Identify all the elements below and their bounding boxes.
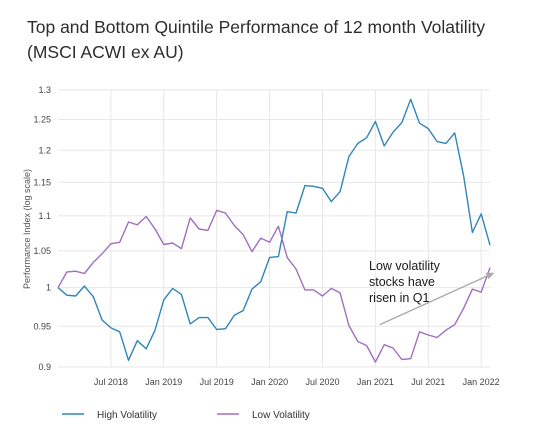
x-tick-label: Jan 2022 [463, 377, 500, 387]
chart-title-line-2: (MSCI ACWI ex AU) [27, 42, 184, 62]
y-tick-label: 0.9 [38, 362, 51, 372]
legend-label-low-volatility: Low Volatility [252, 410, 310, 421]
x-tick-label: Jul 2021 [411, 377, 445, 387]
gridlines [58, 89, 490, 368]
annotation-arrow-head [485, 272, 495, 280]
x-tick-label: Jul 2019 [200, 377, 234, 387]
x-axis-ticks: Jul 2018 Jan 2019 Jul 2019 Jan 2020 Jul 2020… [94, 377, 500, 387]
series-line-low-volatility [57, 209, 491, 363]
y-tick-label: 1.25 [33, 115, 51, 125]
y-axis-label: Performance Index (log scale) [22, 169, 32, 289]
y-tick-label: 0.95 [33, 321, 51, 331]
series-line-high-volatility [57, 98, 491, 361]
chart-title-line-1: Top and Bottom Quintile Performance of 1… [27, 17, 486, 37]
x-tick-label: Jul 2018 [94, 377, 128, 387]
y-tick-label: 1.3 [38, 85, 51, 95]
x-tick-label: Jan 2020 [251, 377, 288, 387]
x-tick-label: Jan 2019 [145, 377, 182, 387]
legend-label-high-volatility: High Volatility [97, 410, 157, 421]
annotation-line-1: Low volatility [369, 259, 441, 273]
y-tick-label: 1.15 [33, 177, 51, 187]
annotation-line-3: risen in Q1 [369, 291, 429, 305]
series-lines [57, 98, 491, 363]
annotation-arrow [379, 275, 488, 326]
y-tick-label: 1 [46, 283, 51, 293]
y-tick-label: 1.05 [33, 246, 51, 256]
x-tick-label: Jan 2021 [357, 377, 394, 387]
legend: High Volatility Low Volatility [62, 410, 310, 421]
annotation-line-2: stocks have [369, 275, 435, 289]
x-tick-label: Jul 2020 [305, 377, 339, 387]
y-axis-ticks: 0.9 0.95 1 1.05 1.1 1.15 1.2 1.25 1.3 [33, 85, 51, 372]
annotation: Low volatility stocks have risen in Q1 [369, 259, 495, 326]
chart-title: Top and Bottom Quintile Performance of 1… [27, 15, 527, 65]
y-tick-label: 1.1 [38, 211, 51, 221]
y-tick-label: 1.2 [38, 145, 51, 155]
